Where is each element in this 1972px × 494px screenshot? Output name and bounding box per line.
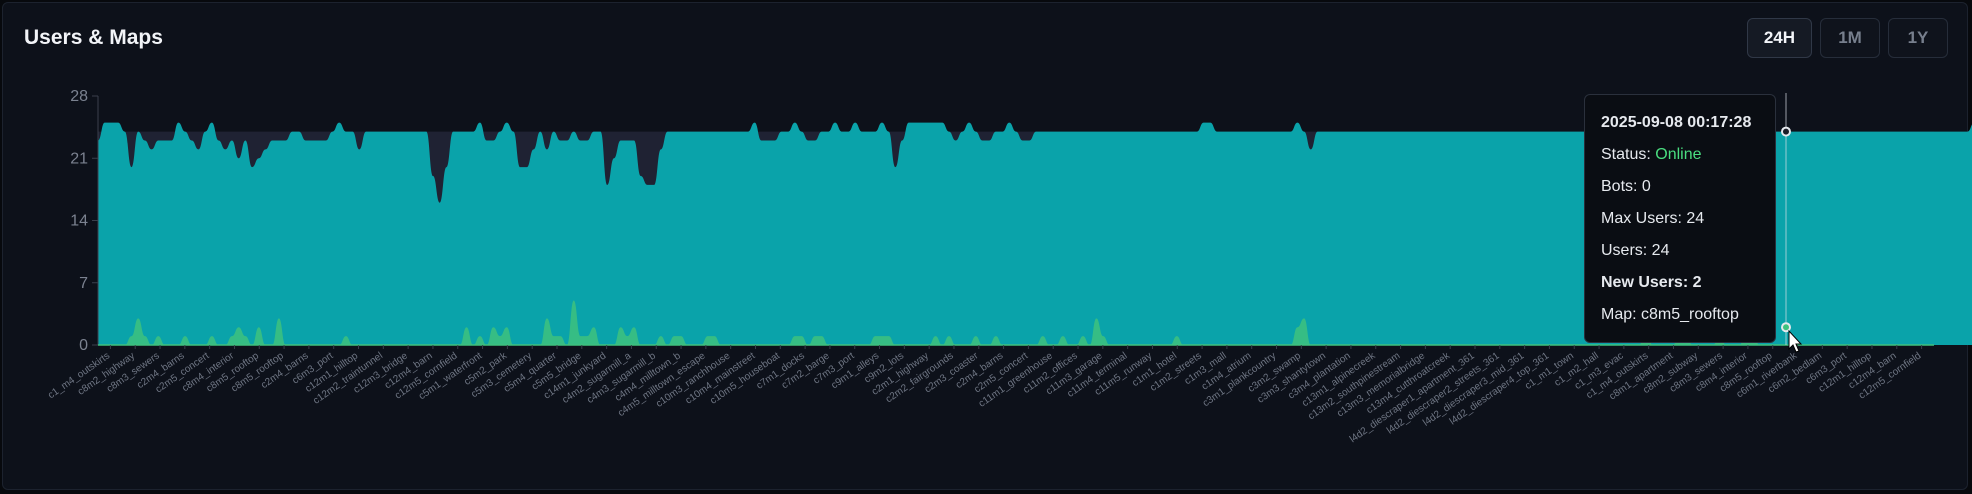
tooltip-max-users: Max Users: 24 [1601,210,1705,227]
area-layers [98,122,1972,345]
y-tick-label: 14 [70,213,88,230]
tooltip-new-users: New Users: 2 [1601,274,1702,291]
tooltip-bots: Bots: 0 [1601,178,1651,195]
hover-indicator [1781,93,1803,353]
y-tick-label: 21 [70,150,88,167]
chart-title: Users & Maps [24,26,163,49]
tooltip-map: Map: c8m5_rooftop [1601,306,1739,323]
hover-point-new-users [1781,322,1791,333]
tooltip-users: Users: 24 [1601,242,1670,259]
y-tick-label: 0 [79,337,88,354]
range-1y-button[interactable]: 1Y [1888,18,1948,58]
x-axis-ticks: c1_m4_outskirtsc8m2_highwayc8m3_sewersc2… [46,345,1923,445]
mouse-cursor-icon [1788,329,1803,353]
users-area [98,122,1972,345]
data-tooltip: 2025-09-08 00:17:28 Status: Online Bots:… [1584,94,1776,343]
tooltip-timestamp: 2025-09-08 00:17:28 [1601,114,1752,131]
y-tick-label: 28 [70,88,88,105]
range-1m-button[interactable]: 1M [1820,18,1880,58]
time-range-selector: 24H 1M 1Y [1746,18,1948,58]
y-axis-ticks: 0 7 14 21 28 [70,88,98,354]
tooltip-status-value: Online [1655,146,1702,163]
y-tick-label: 7 [79,275,88,292]
tooltip-status-label: Status: [1601,146,1651,163]
hover-point-users [1781,126,1791,137]
tooltip-status: Status: Online [1601,145,1759,177]
range-24h-button[interactable]: 24H [1746,18,1812,58]
